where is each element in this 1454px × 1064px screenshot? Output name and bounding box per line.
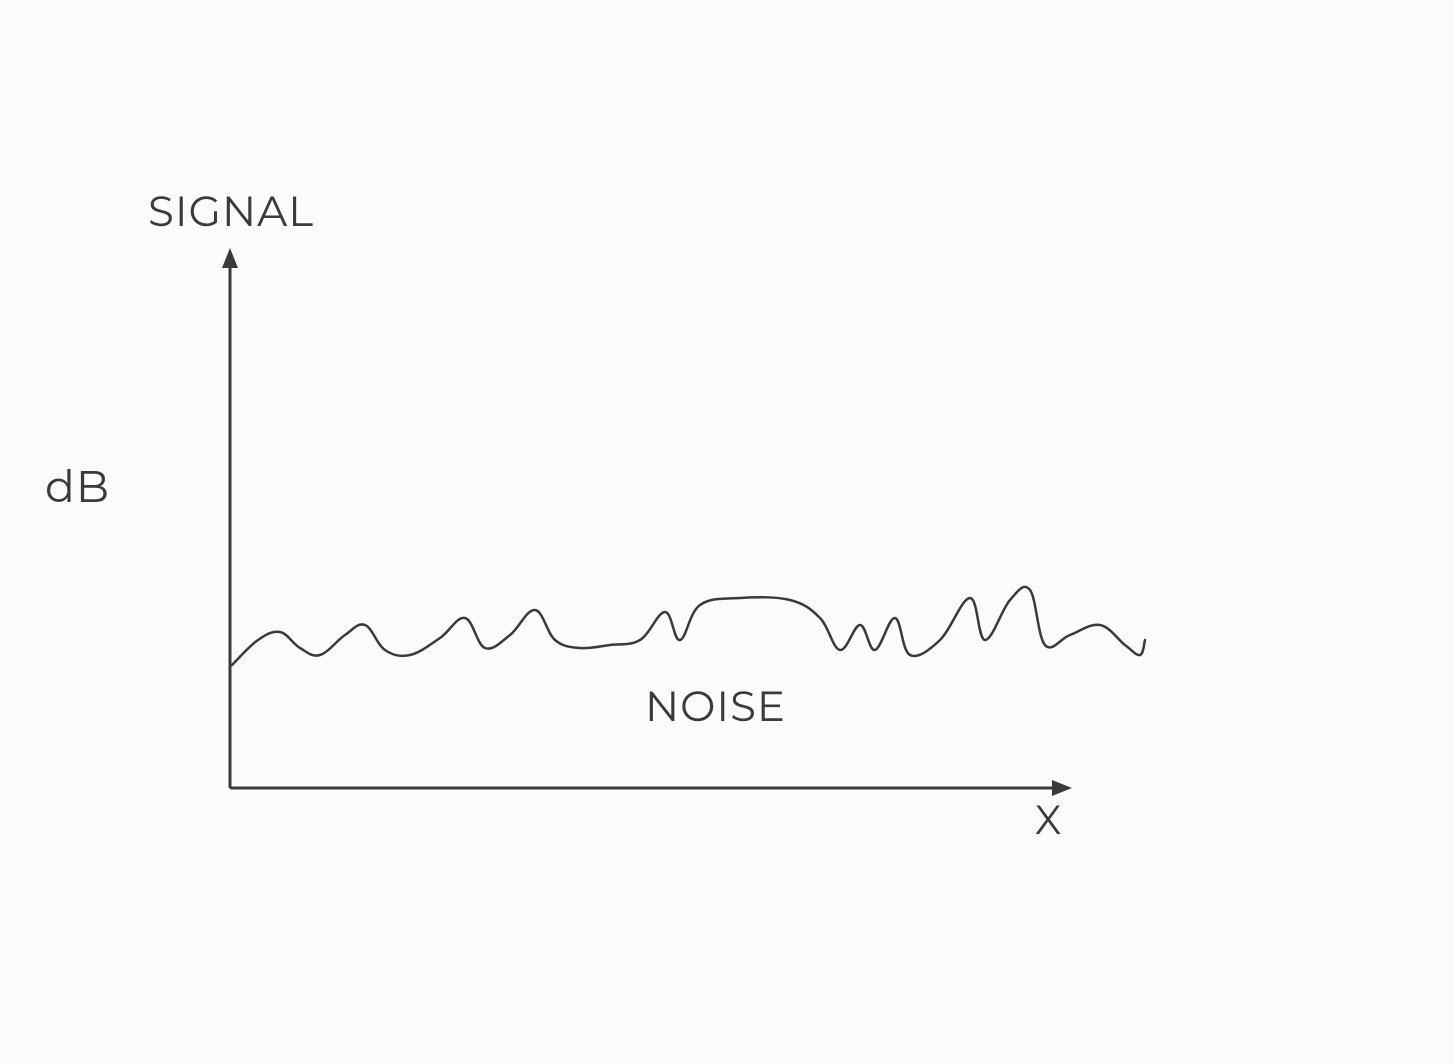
x-axis-label: X — [1035, 796, 1062, 845]
chart-svg — [0, 0, 1454, 1064]
y-axis-arrow-icon — [222, 248, 238, 268]
noise-curve-label: NOISE — [645, 680, 786, 732]
y-axis-side-label: dB — [45, 460, 110, 514]
chart-container: SIGNAL dB NOISE X — [0, 0, 1454, 1064]
x-axis-arrow-icon — [1052, 780, 1072, 796]
y-axis-top-label: SIGNAL — [148, 185, 314, 237]
noise-curve — [232, 587, 1145, 665]
